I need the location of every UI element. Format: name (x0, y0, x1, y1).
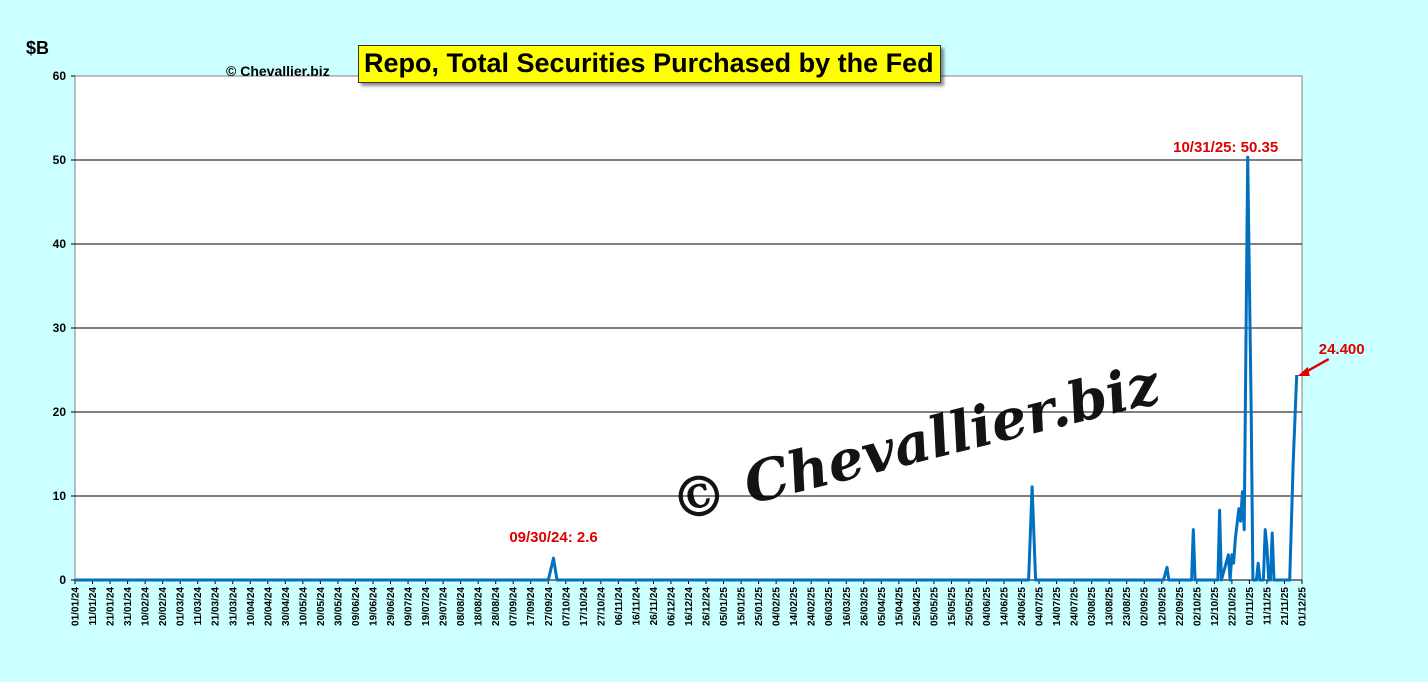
x-tick-label: 24/06/25 (1017, 587, 1028, 626)
x-tick-label: 27/10/24 (596, 587, 607, 626)
x-tick-label: 24/02/25 (807, 587, 818, 626)
x-tick-label: 16/12/24 (684, 587, 695, 626)
y-tick-label: 30 (53, 321, 67, 335)
x-tick-label: 25/01/25 (754, 587, 765, 626)
x-tick-label: 19/06/24 (368, 587, 379, 626)
y-axis-ticks: 0 10 20 30 40 50 60 (53, 69, 75, 587)
x-tick-label: 03/08/25 (1087, 587, 1098, 626)
x-tick-label: 07/09/24 (509, 587, 520, 626)
x-tick-label: 16/03/25 (842, 587, 853, 626)
x-tick-label: 06/03/25 (824, 587, 835, 626)
x-tick-label: 28/08/24 (491, 587, 502, 626)
x-tick-label: 22/10/25 (1227, 587, 1238, 626)
x-tick-label: 23/08/25 (1122, 587, 1133, 626)
x-tick-label: 12/10/25 (1210, 587, 1221, 626)
x-tick-label: 07/10/24 (561, 587, 572, 626)
x-tick-label: 17/09/24 (526, 587, 537, 626)
x-tick-label: 26/11/24 (649, 587, 660, 626)
x-tick-label: 14/07/25 (1052, 587, 1063, 626)
x-tick-label: 05/04/25 (877, 587, 888, 626)
x-tick-label: 06/12/24 (666, 587, 677, 626)
x-tick-label: 21/11/25 (1280, 587, 1291, 626)
x-tick-label: 13/08/25 (1105, 587, 1116, 626)
y-tick-label: 10 (53, 489, 67, 503)
y-tick-label: 60 (53, 69, 67, 83)
x-tick-label: 18/08/24 (474, 587, 485, 626)
x-tick-label: 29/07/24 (439, 587, 450, 626)
x-tick-label: 01/03/24 (176, 587, 187, 626)
x-tick-label: 10/05/24 (298, 587, 309, 626)
annotation-label: 10/31/25: 50.35 (1173, 139, 1278, 156)
x-tick-label: 02/09/25 (1140, 587, 1151, 626)
x-tick-label: 05/05/25 (929, 587, 940, 626)
y-tick-label: 20 (53, 405, 67, 419)
x-tick-label: 20/02/24 (158, 587, 169, 626)
annotation-label: 09/30/24: 2.6 (509, 529, 597, 546)
x-tick-label: 15/04/25 (894, 587, 905, 626)
x-tick-label: 25/04/25 (912, 587, 923, 626)
x-tick-label: 01/01/24 (71, 587, 82, 626)
x-tick-label: 15/01/25 (737, 587, 748, 626)
y-tick-label: 50 (53, 153, 67, 167)
x-tick-label: 11/01/24 (88, 587, 99, 626)
x-tick-label: 16/11/24 (631, 587, 642, 626)
x-tick-label: 02/10/25 (1192, 587, 1203, 626)
x-tick-label: 05/01/25 (719, 587, 730, 626)
x-tick-label: 20/05/24 (316, 587, 327, 626)
chart-title: Repo, Total Securities Purchased by the … (358, 45, 941, 83)
x-tick-label: 01/11/25 (1245, 587, 1256, 626)
x-tick-label: 31/03/24 (228, 587, 239, 626)
copyright-text: © Chevallier.biz (226, 63, 330, 79)
x-tick-label: 04/02/25 (772, 587, 783, 626)
x-tick-label: 26/03/25 (859, 587, 870, 626)
annotation-arrow-head (1297, 367, 1310, 377)
y-axis-label: $B (26, 38, 50, 58)
x-tick-label: 10/02/24 (141, 587, 152, 626)
gridlines (75, 159, 1302, 497)
x-tick-label: 12/09/25 (1157, 587, 1168, 626)
x-tick-label: 24/07/25 (1070, 587, 1081, 626)
x-tick-label: 22/09/25 (1175, 587, 1186, 626)
x-tick-label: 31/01/24 (123, 587, 134, 626)
x-tick-label: 08/08/24 (456, 587, 467, 626)
x-tick-label: 06/11/24 (614, 587, 625, 626)
x-tick-label: 21/01/24 (106, 587, 117, 626)
x-tick-label: 09/06/24 (351, 587, 362, 626)
x-tick-label: 17/10/24 (579, 587, 590, 626)
x-tick-label: 19/07/24 (421, 587, 432, 626)
x-tick-label: 09/07/24 (404, 587, 415, 626)
x-tick-label: 30/05/24 (333, 587, 344, 626)
annotations: 09/30/24: 2.6 10/31/25: 50.35 24.400 (509, 139, 1364, 546)
y-tick-label: 0 (59, 573, 66, 587)
x-tick-label: 15/05/25 (947, 587, 958, 626)
x-tick-label: 20/04/24 (263, 587, 274, 626)
x-tick-label: 21/03/24 (211, 587, 222, 626)
x-tick-label: 25/05/25 (964, 587, 975, 626)
x-tick-label: 04/07/25 (1035, 587, 1046, 626)
annotation-label: 24.400 (1319, 341, 1365, 358)
x-tick-label: 14/06/25 (1000, 587, 1011, 626)
x-tick-label: 10/04/24 (246, 587, 257, 626)
x-tick-label: 01/12/25 (1298, 587, 1309, 626)
x-tick-label: 26/12/24 (702, 587, 713, 626)
x-tick-label: 30/04/24 (281, 587, 292, 626)
y-tick-label: 40 (53, 237, 67, 251)
x-tick-label: 11/11/25 (1262, 587, 1273, 625)
series-line (75, 155, 1299, 582)
x-axis-ticks: 01/01/24 11/01/24 21/01/24 31/01/24 10/02/24… (71, 579, 1309, 626)
x-tick-label: 04/06/25 (982, 587, 993, 626)
series-group (75, 155, 1299, 582)
x-tick-label: 27/09/24 (544, 587, 555, 626)
x-tick-label: 29/06/24 (386, 587, 397, 626)
x-tick-label: 14/02/25 (789, 587, 800, 626)
x-tick-label: 11/03/24 (193, 587, 204, 626)
